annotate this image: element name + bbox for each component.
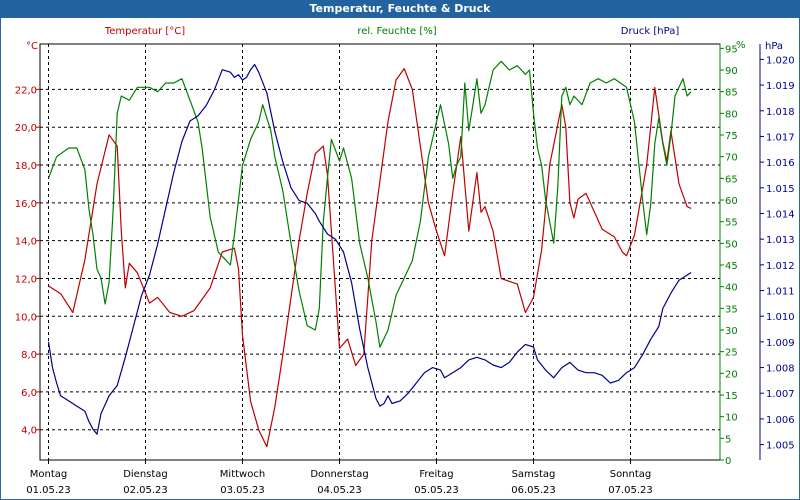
- x-tick-weekday: Samstag: [512, 469, 556, 480]
- y-tick-label-press: 1.006: [766, 415, 795, 426]
- y-tick-label-hum: 30: [725, 326, 738, 337]
- y-tick-label-press: 1.017: [766, 132, 795, 143]
- y-tick-label-press: 1.009: [766, 338, 795, 349]
- x-tick-weekday: Donnerstag: [310, 469, 368, 480]
- x-tick-date: 04.05.23: [317, 485, 362, 496]
- x-tick-date: 01.05.23: [26, 485, 71, 496]
- y-tick-label-hum: 20: [725, 369, 738, 380]
- y-tick-label-hum: 5: [725, 434, 731, 445]
- y-tick-label-press: 1.010: [766, 312, 795, 323]
- y-tick-label-hum: 70: [725, 153, 738, 164]
- y-tick-label-press: 1.013: [766, 235, 795, 246]
- y-tick-label-temp: 20,0: [15, 123, 37, 134]
- temp-axis-title: Temperatur [°C]: [104, 26, 185, 37]
- y-tick-label-press: 1.012: [766, 261, 795, 272]
- y-tick-label-temp: 10,0: [15, 312, 37, 323]
- y-tick-label-press: 1.020: [766, 55, 795, 66]
- y-tick-label-hum: 75: [725, 131, 738, 142]
- y-tick-label-temp: 6,0: [21, 388, 37, 399]
- x-tick-date: 03.05.23: [220, 485, 265, 496]
- hum-unit-label: %: [736, 40, 746, 51]
- x-tick-date: 07.05.23: [608, 485, 653, 496]
- y-tick-label-hum: 60: [725, 196, 738, 207]
- y-tick-label-hum: 50: [725, 239, 738, 250]
- y-tick-label-temp: 16,0: [15, 199, 37, 210]
- plot-area: [39, 43, 721, 461]
- x-tick-date: 05.05.23: [414, 485, 459, 496]
- press-unit-label: hPa: [765, 41, 783, 52]
- y-tick-label-press: 1.016: [766, 158, 795, 169]
- y-tick-label-temp: 18,0: [15, 161, 37, 172]
- y-tick-label-hum: 55: [725, 218, 738, 229]
- x-tick-weekday: Sonntag: [610, 469, 652, 480]
- y-tick-label-hum: 0: [725, 456, 731, 467]
- y-tick-label-hum: 10: [725, 413, 738, 424]
- y-tick-label-press: 1.007: [766, 389, 795, 400]
- y-tick-label-hum: 45: [725, 261, 738, 272]
- series-line-hum: [47, 60, 692, 348]
- y-tick-label-hum: 90: [725, 66, 738, 77]
- y-tick-label-hum: 15: [725, 391, 738, 402]
- y-tick-label-hum: 80: [725, 109, 738, 120]
- chart-title: Temperatur, Feuchte & Druck: [0, 0, 800, 18]
- x-tick-weekday: Montag: [30, 469, 67, 480]
- y-tick-label-temp: 4,0: [21, 426, 37, 437]
- x-tick-date: 02.05.23: [123, 485, 168, 496]
- y-tick-label-hum: 95: [725, 44, 738, 55]
- y-tick-label-temp: 14,0: [15, 237, 37, 248]
- y-tick-label-press: 1.015: [766, 184, 795, 195]
- y-tick-label-temp: 22,0: [15, 85, 37, 96]
- y-tick-label-hum: 85: [725, 88, 738, 99]
- y-tick-label-press: 1.019: [766, 81, 795, 92]
- x-tick-weekday: Mittwoch: [220, 469, 265, 480]
- y-tick-label-hum: 25: [725, 348, 738, 359]
- y-tick-label-press: 1.011: [766, 287, 795, 298]
- y-tick-label-temp: 12,0: [15, 274, 37, 285]
- series-line-press: [47, 63, 692, 435]
- y-tick-label-press: 1.014: [766, 209, 795, 220]
- x-tick-weekday: Dienstag: [123, 469, 168, 480]
- y-tick-label-press: 1.005: [766, 441, 795, 452]
- x-tick-weekday: Freitag: [419, 469, 453, 480]
- press-axis-title: Druck [hPa]: [621, 26, 680, 37]
- y-tick-label-hum: 40: [725, 283, 738, 294]
- y-tick-label-press: 1.008: [766, 364, 795, 375]
- y-tick-label-press: 1.018: [766, 107, 795, 118]
- y-tick-label-temp: 8,0: [21, 350, 37, 361]
- x-tick-date: 06.05.23: [511, 485, 556, 496]
- temp-unit-label: °C: [26, 41, 38, 52]
- y-tick-label-hum: 35: [725, 304, 738, 315]
- series-line-temp: [48, 67, 692, 448]
- hum-axis-title: rel. Feuchte [%]: [357, 26, 436, 37]
- y-tick-label-hum: 65: [725, 174, 738, 185]
